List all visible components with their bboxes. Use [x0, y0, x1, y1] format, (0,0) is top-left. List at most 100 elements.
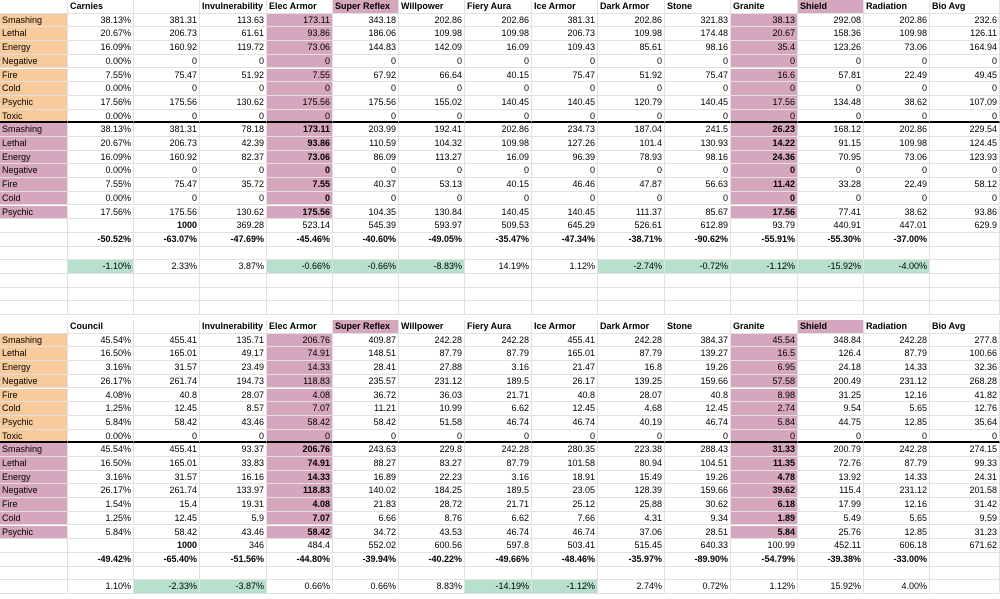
value-cell[interactable]: 23.05 — [532, 484, 598, 499]
row-label[interactable]: Smashing — [0, 443, 68, 457]
value-cell[interactable]: 203.99 — [333, 123, 399, 137]
value-cell[interactable]: 43.53 — [399, 525, 465, 540]
percent-cell[interactable]: -44.80% — [267, 552, 333, 567]
value-cell[interactable]: 16.8 — [598, 361, 665, 375]
value-cell[interactable]: 206.73 — [134, 27, 200, 42]
table-title[interactable]: Carnies — [68, 0, 134, 14]
value-cell[interactable]: 86.09 — [333, 150, 399, 165]
diff-cell[interactable]: -1.12% — [731, 260, 798, 274]
empty-cell[interactable] — [134, 566, 200, 581]
value-cell[interactable]: 87.79 — [465, 457, 532, 471]
row-label[interactable]: Smashing — [0, 333, 68, 348]
diff-cell[interactable]: 1.12% — [532, 260, 598, 274]
value-cell[interactable]: 107.09 — [930, 95, 1000, 110]
empty-cell[interactable] — [0, 246, 68, 261]
empty-cell[interactable] — [399, 287, 465, 302]
value-cell[interactable]: 130.62 — [200, 95, 267, 110]
value-cell[interactable]: 0 — [200, 54, 267, 69]
value-cell[interactable]: 127.26 — [532, 137, 598, 151]
diff-cell[interactable]: 0.72% — [665, 580, 731, 594]
value-cell[interactable]: 343.18 — [333, 13, 399, 28]
value-cell[interactable]: 0 — [399, 164, 465, 179]
diff-cell[interactable]: 3.87% — [200, 260, 267, 274]
empty-cell[interactable] — [267, 566, 333, 581]
value-cell[interactable]: 11.35 — [731, 457, 798, 471]
total-cell[interactable]: 346 — [200, 539, 267, 553]
empty-cell[interactable] — [134, 274, 200, 288]
value-cell[interactable]: 33.28 — [798, 178, 864, 192]
value-cell[interactable]: 87.79 — [864, 347, 930, 362]
value-cell[interactable]: 0 — [134, 54, 200, 69]
value-cell[interactable]: 93.86 — [267, 27, 333, 42]
value-cell[interactable]: 0 — [267, 429, 333, 444]
value-cell[interactable]: 0.00% — [68, 164, 134, 179]
value-cell[interactable]: 17.56% — [68, 95, 134, 110]
value-cell[interactable]: 25.88 — [598, 498, 665, 512]
value-cell[interactable]: 19.31 — [200, 498, 267, 512]
value-cell[interactable]: 87.79 — [465, 347, 532, 362]
column-header[interactable]: Radiation — [864, 0, 930, 14]
value-cell[interactable]: 43.46 — [200, 525, 267, 540]
value-cell[interactable]: 37.06 — [598, 525, 665, 540]
empty-cell[interactable] — [864, 287, 930, 302]
column-header[interactable]: Ice Armor — [532, 320, 598, 334]
empty-cell[interactable] — [665, 274, 731, 288]
diff-cell[interactable]: -1.10% — [68, 260, 134, 274]
value-cell[interactable]: 155.02 — [399, 95, 465, 110]
percent-cell[interactable]: -55.30% — [798, 232, 864, 247]
value-cell[interactable]: 58.42 — [267, 525, 333, 540]
total-cell[interactable]: 1000 — [134, 539, 200, 553]
empty-cell[interactable] — [465, 301, 532, 316]
value-cell[interactable]: 165.01 — [134, 457, 200, 471]
value-cell[interactable]: 25.76 — [798, 525, 864, 540]
value-cell[interactable]: 0 — [200, 429, 267, 444]
row-label[interactable]: Energy — [0, 41, 68, 55]
empty-cell[interactable] — [200, 566, 267, 581]
column-header[interactable]: Shield — [798, 0, 864, 14]
empty-cell[interactable] — [798, 287, 864, 302]
empty-cell[interactable] — [267, 301, 333, 316]
value-cell[interactable]: 87.79 — [864, 457, 930, 471]
value-cell[interactable]: 17.56 — [731, 95, 798, 110]
value-cell[interactable]: 118.83 — [267, 484, 333, 499]
percent-cell[interactable]: -39.94% — [333, 552, 399, 567]
value-cell[interactable]: 0 — [399, 429, 465, 444]
value-cell[interactable]: 35.4 — [731, 41, 798, 55]
column-header[interactable] — [134, 0, 200, 14]
value-cell[interactable]: 173.11 — [267, 123, 333, 137]
value-cell[interactable]: 0 — [267, 82, 333, 96]
row-label[interactable]: Psychic — [0, 205, 68, 220]
empty-cell[interactable] — [68, 246, 134, 261]
value-cell[interactable]: 0 — [930, 191, 1000, 206]
value-cell[interactable]: 17.99 — [798, 498, 864, 512]
value-cell[interactable]: 12.16 — [864, 498, 930, 512]
value-cell[interactable]: 40.19 — [598, 415, 665, 430]
total-cell[interactable]: 447.01 — [864, 219, 930, 233]
empty-cell[interactable] — [532, 274, 598, 288]
total-cell[interactable]: 484.4 — [267, 539, 333, 553]
value-cell[interactable]: 348.84 — [798, 333, 864, 348]
value-cell[interactable]: 32.36 — [930, 361, 1000, 375]
value-cell[interactable]: 200.49 — [798, 374, 864, 389]
value-cell[interactable]: 39.62 — [731, 484, 798, 499]
value-cell[interactable]: 19.26 — [665, 470, 731, 485]
empty-cell[interactable] — [864, 274, 930, 288]
empty-cell[interactable] — [731, 566, 798, 581]
value-cell[interactable]: 175.56 — [267, 205, 333, 220]
value-cell[interactable]: 1.25% — [68, 402, 134, 416]
empty-cell[interactable] — [0, 552, 68, 567]
value-cell[interactable]: 0 — [134, 109, 200, 124]
empty-cell[interactable] — [399, 246, 465, 261]
value-cell[interactable]: 202.86 — [598, 13, 665, 28]
empty-cell[interactable] — [399, 274, 465, 288]
value-cell[interactable]: 0 — [465, 191, 532, 206]
empty-cell[interactable] — [200, 287, 267, 302]
empty-cell[interactable] — [731, 287, 798, 302]
value-cell[interactable]: 75.47 — [134, 68, 200, 83]
diff-cell[interactable]: 15.92% — [798, 580, 864, 594]
total-cell[interactable]: 93.79 — [731, 219, 798, 233]
empty-cell[interactable] — [731, 246, 798, 261]
row-label[interactable]: Smashing — [0, 13, 68, 28]
row-label[interactable]: Energy — [0, 150, 68, 165]
diff-cell[interactable]: -0.66% — [267, 260, 333, 274]
